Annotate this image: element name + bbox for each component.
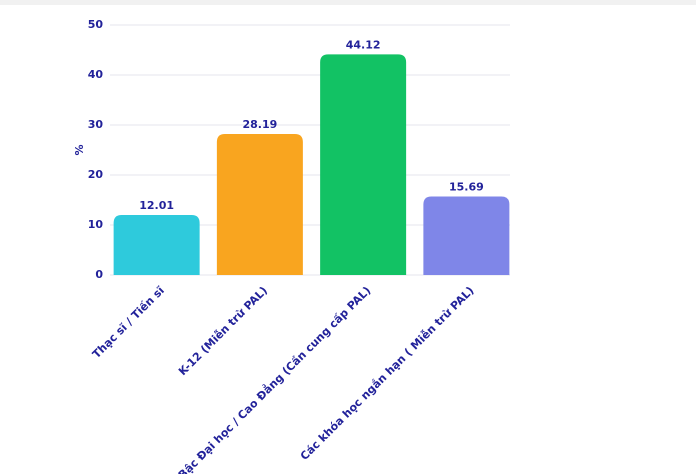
top-strip — [0, 0, 696, 5]
x-tick-label: K-12 (Miễn trừ PAL) — [176, 284, 270, 378]
x-tick-label: Thạc sĩ / Tiến sĩ — [90, 284, 167, 361]
bar — [113, 214, 200, 275]
value-label: 15.69 — [449, 181, 484, 194]
y-tick-label: 30 — [88, 118, 104, 131]
y-tick-label: 50 — [88, 18, 104, 31]
x-tick-label: Các khóa học ngắn hạn ( Miễn trừ PAL) — [298, 284, 477, 463]
value-label: 44.12 — [346, 38, 381, 51]
bar — [320, 54, 407, 276]
value-label: 12.01 — [139, 199, 174, 212]
y-tick-label: 20 — [88, 168, 104, 181]
y-axis-label: % — [73, 144, 86, 155]
y-tick-label: 40 — [88, 68, 104, 81]
x-tick-label: Bậc Đại học / Cao Đẳng (Cần cung cấp PAL… — [175, 283, 373, 474]
value-label: 28.19 — [242, 118, 277, 131]
bar — [216, 134, 303, 275]
bar — [423, 196, 510, 275]
y-tick-label: 10 — [88, 218, 104, 231]
y-tick-label: 0 — [95, 268, 103, 281]
